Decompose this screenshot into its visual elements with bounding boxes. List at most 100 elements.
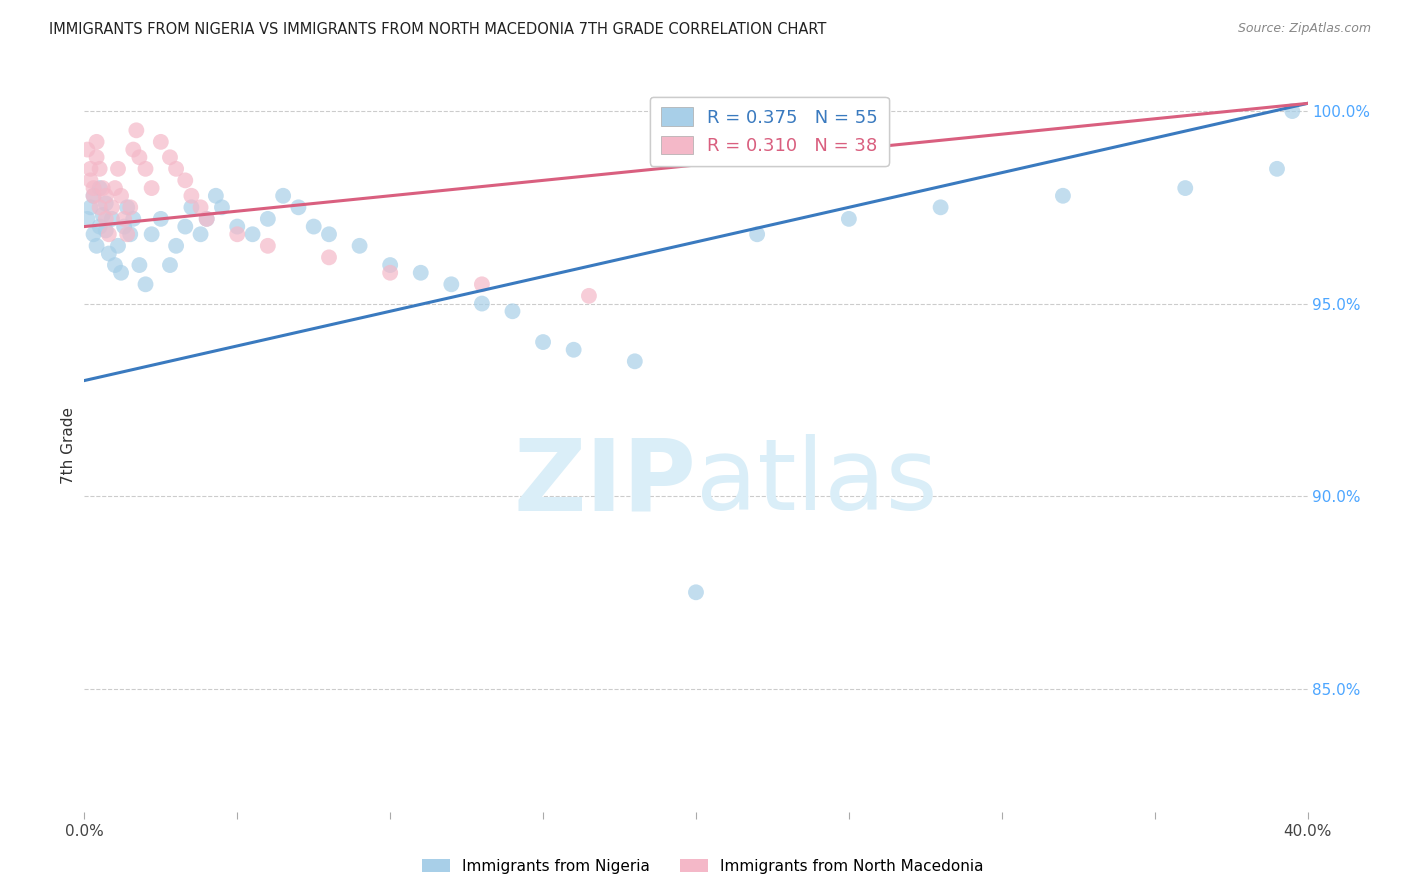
Text: IMMIGRANTS FROM NIGERIA VS IMMIGRANTS FROM NORTH MACEDONIA 7TH GRADE CORRELATION: IMMIGRANTS FROM NIGERIA VS IMMIGRANTS FR… <box>49 22 827 37</box>
Point <box>112 211 135 226</box>
Point <box>107 239 129 253</box>
Point <box>94 188 117 202</box>
Point <box>1265 161 1288 176</box>
Legend: Immigrants from Nigeria, Immigrants from North Macedonia: Immigrants from Nigeria, Immigrants from… <box>416 853 990 880</box>
Point <box>135 161 157 176</box>
Point <box>624 354 647 368</box>
Point <box>89 161 111 176</box>
Point <box>112 219 135 234</box>
Point <box>94 211 117 226</box>
Text: atlas: atlas <box>696 434 938 531</box>
Point <box>165 161 187 176</box>
Point <box>83 188 105 202</box>
Point <box>122 211 145 226</box>
Point <box>1052 188 1074 202</box>
Point <box>302 219 325 234</box>
Point <box>318 251 340 265</box>
Point <box>115 227 138 242</box>
Point <box>471 277 494 292</box>
Point <box>149 211 172 226</box>
Point <box>1174 181 1197 195</box>
Point <box>110 188 132 202</box>
Point <box>174 219 197 234</box>
Point <box>159 258 181 272</box>
Point <box>110 266 132 280</box>
Legend: R = 0.375   N = 55, R = 0.310   N = 38: R = 0.375 N = 55, R = 0.310 N = 38 <box>650 96 889 166</box>
Point <box>97 246 120 260</box>
Point <box>120 200 142 214</box>
Point <box>76 211 98 226</box>
Text: ZIP: ZIP <box>513 434 696 531</box>
Point <box>349 239 371 253</box>
Point <box>562 343 585 357</box>
Point <box>380 266 402 280</box>
Point <box>141 181 163 195</box>
Point <box>135 277 157 292</box>
Point <box>115 200 138 214</box>
Point <box>838 211 860 226</box>
Point <box>76 143 98 157</box>
Point <box>91 208 114 222</box>
Point <box>141 227 163 242</box>
Point <box>205 188 228 202</box>
Point <box>149 135 172 149</box>
Point <box>242 227 264 242</box>
Point <box>180 188 202 202</box>
Point <box>165 239 187 253</box>
Point <box>79 200 101 214</box>
Point <box>195 211 218 226</box>
Point <box>1281 104 1303 119</box>
Point <box>271 188 294 202</box>
Point <box>159 150 181 164</box>
Point <box>79 173 101 187</box>
Point <box>287 200 309 214</box>
Point <box>531 334 554 349</box>
Point <box>190 200 212 214</box>
Point <box>747 227 769 242</box>
Point <box>104 258 127 272</box>
Point <box>471 296 494 310</box>
Point <box>685 585 707 599</box>
Point <box>226 227 249 242</box>
Point <box>107 161 129 176</box>
Point <box>174 173 197 187</box>
Point <box>257 239 280 253</box>
Point <box>83 181 105 195</box>
Point <box>440 277 463 292</box>
Point <box>83 188 105 202</box>
Text: Source: ZipAtlas.com: Source: ZipAtlas.com <box>1237 22 1371 36</box>
Point <box>128 150 150 164</box>
Y-axis label: 7th Grade: 7th Grade <box>60 408 76 484</box>
Point <box>380 258 402 272</box>
Point <box>318 227 340 242</box>
Point <box>929 200 952 214</box>
Point <box>86 135 108 149</box>
Point <box>101 200 124 214</box>
Point <box>104 181 127 195</box>
Point <box>409 266 432 280</box>
Point <box>79 161 101 176</box>
Point <box>180 200 202 214</box>
Point <box>122 143 145 157</box>
Point <box>190 227 212 242</box>
Point <box>89 200 111 214</box>
Point <box>226 219 249 234</box>
Point <box>97 227 120 242</box>
Point <box>91 181 114 195</box>
Point <box>86 150 108 164</box>
Point <box>83 227 105 242</box>
Point <box>128 258 150 272</box>
Point <box>101 211 124 226</box>
Point <box>502 304 524 318</box>
Point <box>94 196 117 211</box>
Point <box>125 123 148 137</box>
Point <box>195 211 218 226</box>
Point <box>120 227 142 242</box>
Point <box>86 239 108 253</box>
Point <box>89 219 111 234</box>
Point <box>89 181 111 195</box>
Point <box>578 289 600 303</box>
Point <box>211 200 233 214</box>
Point <box>94 223 117 237</box>
Point <box>257 211 280 226</box>
